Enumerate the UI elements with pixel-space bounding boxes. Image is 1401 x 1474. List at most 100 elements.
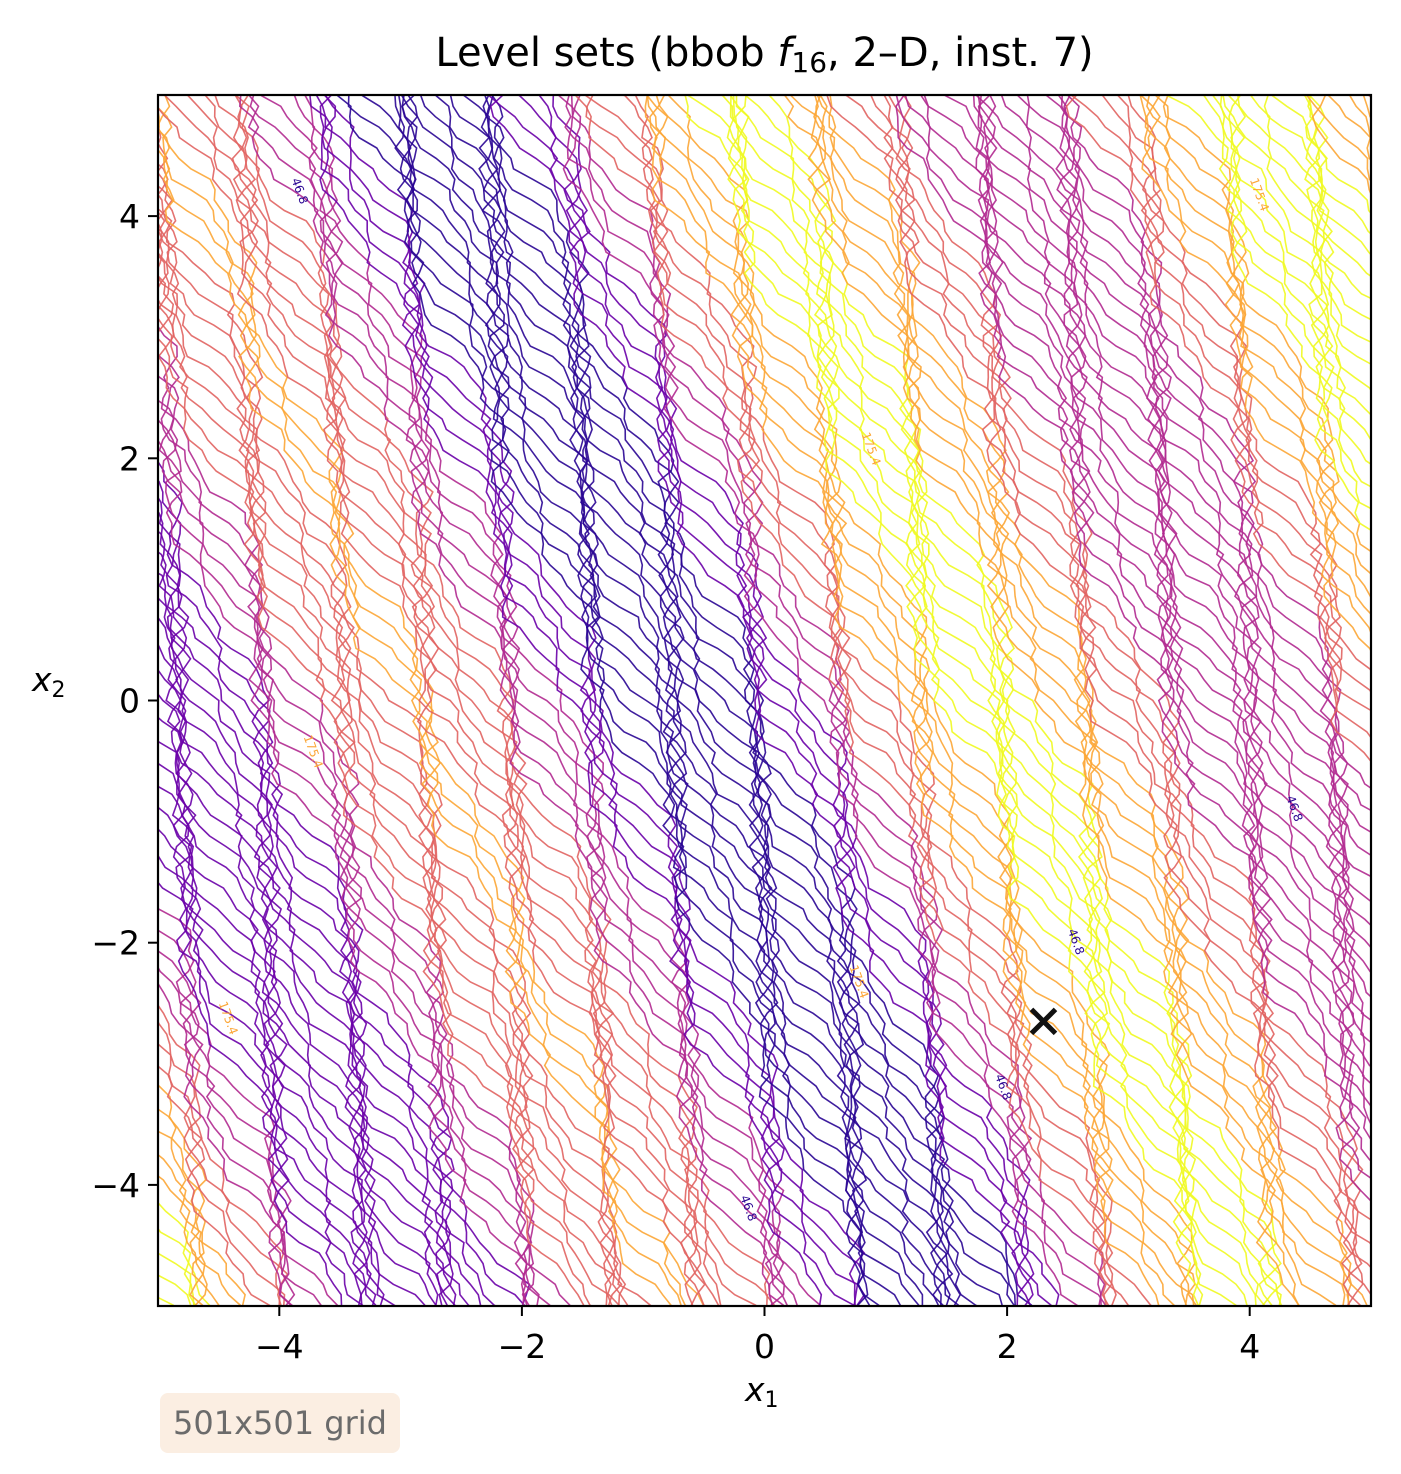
contour-line <box>1228 95 1371 416</box>
contour-line <box>158 439 528 1306</box>
title-function-name: f <box>777 30 792 76</box>
title-prefix: Level sets (bbob <box>435 30 778 76</box>
contour-line <box>158 929 323 1306</box>
contour-line <box>977 95 1371 998</box>
contour-line <box>1044 95 1371 878</box>
chart-title: Level sets (bbob f16, 2–D, inst. 7) <box>158 28 1371 78</box>
contour-line <box>904 95 1371 1163</box>
x-tick-label: −2 <box>498 1327 547 1366</box>
contour-line <box>972 95 1371 1085</box>
contour-line <box>158 949 295 1306</box>
contour-line <box>1249 95 1371 344</box>
contour-line <box>158 965 296 1306</box>
contour-line <box>186 95 706 1306</box>
contour-line <box>360 95 881 1306</box>
contour-line <box>158 208 619 1306</box>
contour-line <box>158 572 454 1306</box>
contour-line <box>646 95 1177 1306</box>
contour-line <box>888 95 1371 1246</box>
optimum-marker-stroke <box>1029 1007 1058 1036</box>
contour-line <box>1219 95 1371 466</box>
contour-line <box>158 1065 272 1306</box>
contour-line <box>158 122 653 1306</box>
contour-line <box>158 418 532 1306</box>
y-axis-ticks: −4 −2 0 2 4 <box>91 197 158 1205</box>
contour-line <box>564 95 1106 1306</box>
contour-line <box>1162 95 1371 553</box>
contour-line <box>158 274 593 1306</box>
contour-line <box>1396 75 1401 1326</box>
contour-line <box>0 75 48 1326</box>
contour-line <box>158 828 377 1306</box>
contour-line <box>204 95 720 1306</box>
x-axis-label-subscript: 1 <box>764 1388 779 1413</box>
contour-line <box>0 75 8 1326</box>
contour-line <box>158 806 372 1306</box>
contour-line <box>585 95 1117 1306</box>
contour-line <box>320 95 856 1306</box>
contour-line <box>234 95 776 1306</box>
contour-line <box>319 95 866 1306</box>
contour-line <box>783 95 1300 1306</box>
contour-line <box>538 95 1053 1306</box>
contour-line <box>259 95 785 1306</box>
contour-line <box>1271 95 1371 300</box>
contour-line <box>1116 95 1371 694</box>
x-tick-label: −4 <box>255 1327 304 1366</box>
contour-line <box>0 75 167 1326</box>
contour-line <box>158 616 449 1306</box>
contour-line <box>292 95 800 1306</box>
contour-line <box>158 95 706 1306</box>
contour-line <box>158 1019 289 1306</box>
contour-line <box>790 95 1303 1306</box>
y-axis-label-base: x <box>32 660 52 699</box>
contour-line <box>646 95 1196 1306</box>
contour-line <box>158 716 397 1306</box>
contour-line <box>976 95 1371 1068</box>
contour-line <box>687 95 1202 1306</box>
contour-line <box>649 95 1195 1306</box>
contour-line <box>729 95 1257 1306</box>
contour-line <box>0 75 52 1326</box>
contour-line <box>0 75 36 1326</box>
x-tick-label: 2 <box>997 1327 1018 1366</box>
contour-line <box>585 95 1114 1306</box>
y-tick-label: 4 <box>119 197 140 236</box>
contour-line <box>1127 95 1371 673</box>
x-axis-label: x1 <box>745 1370 779 1412</box>
contour-line <box>158 692 427 1306</box>
contour-line <box>1201 95 1371 510</box>
contour-line <box>158 854 365 1306</box>
contour-line <box>813 95 1350 1306</box>
contour-lines <box>0 75 1401 1326</box>
contour-line <box>158 762 378 1306</box>
contour-line <box>1235 95 1371 366</box>
contour-line <box>1139 95 1371 616</box>
contour-line <box>1016 95 1371 927</box>
contour-line <box>158 881 343 1306</box>
contour-line <box>1060 95 1371 812</box>
contour-line <box>158 141 627 1306</box>
contour-line <box>232 95 769 1306</box>
contour-line <box>1026 95 1371 903</box>
contour-line <box>158 1042 286 1306</box>
x-axis-label-base: x <box>745 1370 765 1409</box>
contour-line <box>654 95 1196 1306</box>
contour-line <box>336 95 871 1306</box>
contour-line <box>810 95 1346 1306</box>
contour-line <box>158 128 682 1306</box>
x-axis-ticks: −4 −2 0 2 4 <box>255 1306 1260 1366</box>
contour-line <box>1212 95 1371 488</box>
contour-line <box>158 325 572 1306</box>
contour-line <box>158 460 531 1306</box>
contour-line <box>158 106 688 1306</box>
contour-line <box>983 95 1371 1022</box>
contour-line <box>1058 95 1371 834</box>
contour-line <box>158 740 385 1306</box>
title-function-subscript: 16 <box>791 46 828 79</box>
contour-line <box>644 95 1160 1306</box>
contour-line <box>315 95 866 1306</box>
contour-line <box>249 95 786 1306</box>
contour-line <box>401 95 924 1306</box>
